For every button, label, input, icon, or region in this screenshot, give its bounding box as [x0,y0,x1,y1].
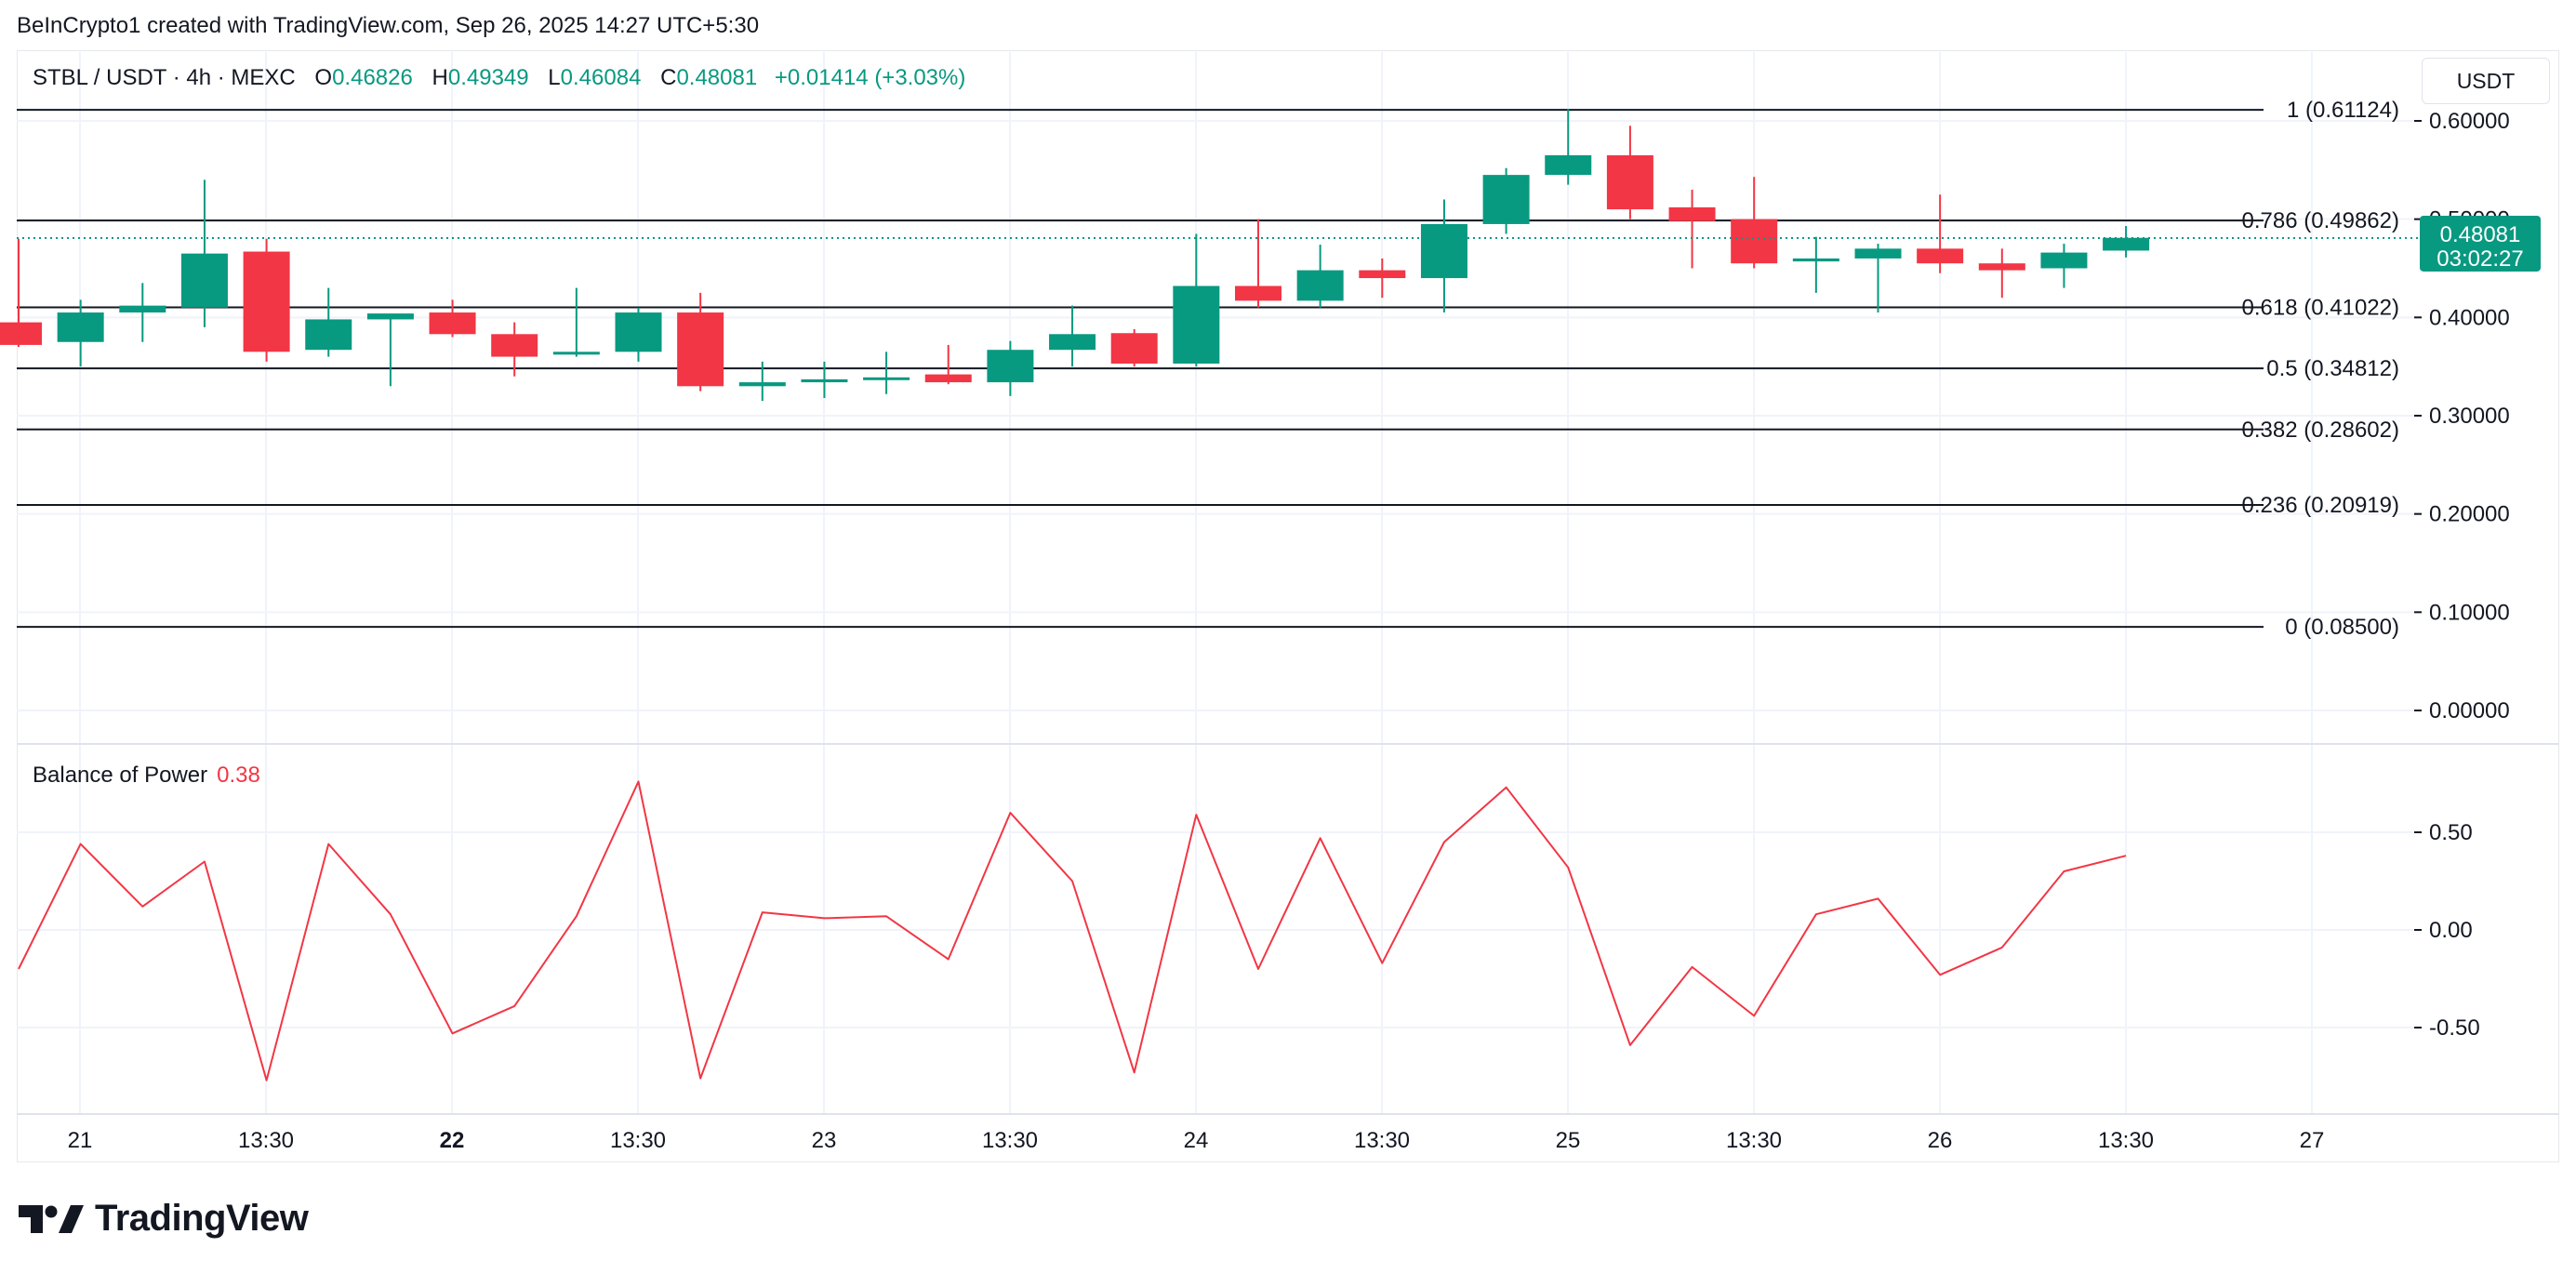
x-tick-label: 23 [812,1128,837,1153]
high-value: 0.49349 [447,65,529,90]
candle-body [1235,285,1281,301]
candle-body [2103,237,2150,251]
candle-body [863,377,910,380]
candle-body [1482,175,1530,224]
x-tick-label: 27 [2300,1128,2325,1153]
open-value: 0.46826 [332,65,413,90]
x-tick-label: 24 [1184,1128,1209,1153]
fib-level-label: 1 (0.61124) [2287,98,2399,123]
fib-level-label: 0.786 (0.49862) [2242,208,2399,233]
x-tick-label: 13:30 [1354,1128,1410,1153]
chart-credit: BeInCrypto1 created with TradingView.com… [17,13,760,38]
y-tick-label: 0.60000 [2429,109,2510,134]
x-tick-label: 25 [1556,1128,1581,1153]
balance-of-power-pane [18,780,2127,1082]
candle-body [366,313,414,320]
candle-body [1917,248,1964,264]
candle-body [924,374,972,383]
candle-body [1668,206,1716,221]
axes: 21 13:30 22 13:30 23 13:30 24 13:30 25 13:30 26 13:… [68,109,2541,1153]
x-tick-label: 13:30 [982,1128,1038,1153]
candle-body [305,319,352,351]
fib-level-label: 0.618 (0.41022) [2242,296,2399,321]
y-tick-label: 0.10000 [2429,600,2510,625]
brand-name: TradingView [95,1198,309,1239]
y-tick-label: 0.20000 [2429,502,2510,527]
candle-body [119,305,166,313]
candle-body [2040,252,2088,269]
candle-body [677,312,724,387]
candle-body [0,322,42,345]
bop-y-tick-label: 0.00 [2429,918,2473,943]
candlestick-series [0,109,2418,402]
grid-lines [17,52,2559,1115]
bop-y-tick-label: -0.50 [2429,1015,2480,1041]
bop-title[interactable]: Balance of Power [33,763,208,788]
candle-body [1420,223,1467,279]
candle-body [738,382,786,387]
candle-body [180,253,228,308]
tradingview-logo-icon [19,1204,84,1233]
bop-legend: Balance of Power 0.38 [33,763,260,789]
candle-body [1978,263,2025,271]
currency-selector[interactable]: USDT [2422,58,2550,104]
fib-retracement: 1 (0.61124) 0.786 (0.49862) 0.618 (0.41022… [17,98,2399,640]
price-tag-price: 0.48081 [2440,222,2521,247]
bop-value: 0.38 [217,763,260,788]
symbol-legend: STBL / USDT · 4h · MEXC O0.46826 H0.4934… [33,65,965,91]
candle-body [1792,258,1839,262]
price-tag-countdown: 03:02:27 [2437,246,2523,272]
fib-level-label: 0.382 (0.28602) [2242,418,2399,443]
candle-body [1110,333,1158,364]
symbol-label[interactable]: STBL / USDT · 4h · MEXC [33,65,296,90]
bop-y-tick-label: 0.50 [2429,820,2473,845]
candle-body [1049,334,1096,351]
candle-body [429,312,476,335]
x-tick-label: 13:30 [1726,1128,1782,1153]
x-tick-label: 21 [68,1128,93,1153]
candle-body [801,378,848,383]
high-label: H [432,65,448,90]
x-tick-label: 26 [1928,1128,1953,1153]
bop-line [18,780,2127,1082]
close-value: 0.48081 [676,65,758,90]
open-label: O [314,65,333,90]
tradingview-brand[interactable]: TradingView [19,1198,309,1240]
candle-body [1173,285,1220,364]
low-label: L [548,65,561,90]
x-tick-label: 22 [440,1128,465,1153]
price-tag [2420,215,2541,272]
candle-body [491,334,538,357]
candle-body [987,350,1034,383]
change-value: +0.01414 (+3.03%) [774,65,966,90]
candle-body [1545,154,1592,176]
y-tick-label: 0.30000 [2429,404,2510,429]
candle-body [1359,270,1406,279]
x-tick-label: 13:30 [238,1128,294,1153]
candle-body [1296,270,1344,301]
candle-body [57,312,104,342]
x-tick-label: 13:30 [2098,1128,2154,1153]
candle-body [243,251,290,352]
x-tick-label: 13:30 [610,1128,666,1153]
candle-body [615,312,662,352]
y-tick-label: 0.00000 [2429,698,2510,723]
close-label: C [660,65,677,90]
chart-frame [17,50,2559,1162]
low-value: 0.46084 [560,65,642,90]
candle-body [1854,248,1902,259]
candle-body [1606,154,1653,210]
fib-level-label: 0 (0.08500) [2285,615,2399,640]
candle-body [1731,219,1778,264]
y-tick-label: 0.40000 [2429,305,2510,330]
candle-body [552,352,600,355]
fib-level-label: 0.5 (0.34812) [2266,356,2399,381]
fib-level-label: 0.236 (0.20919) [2242,493,2399,518]
